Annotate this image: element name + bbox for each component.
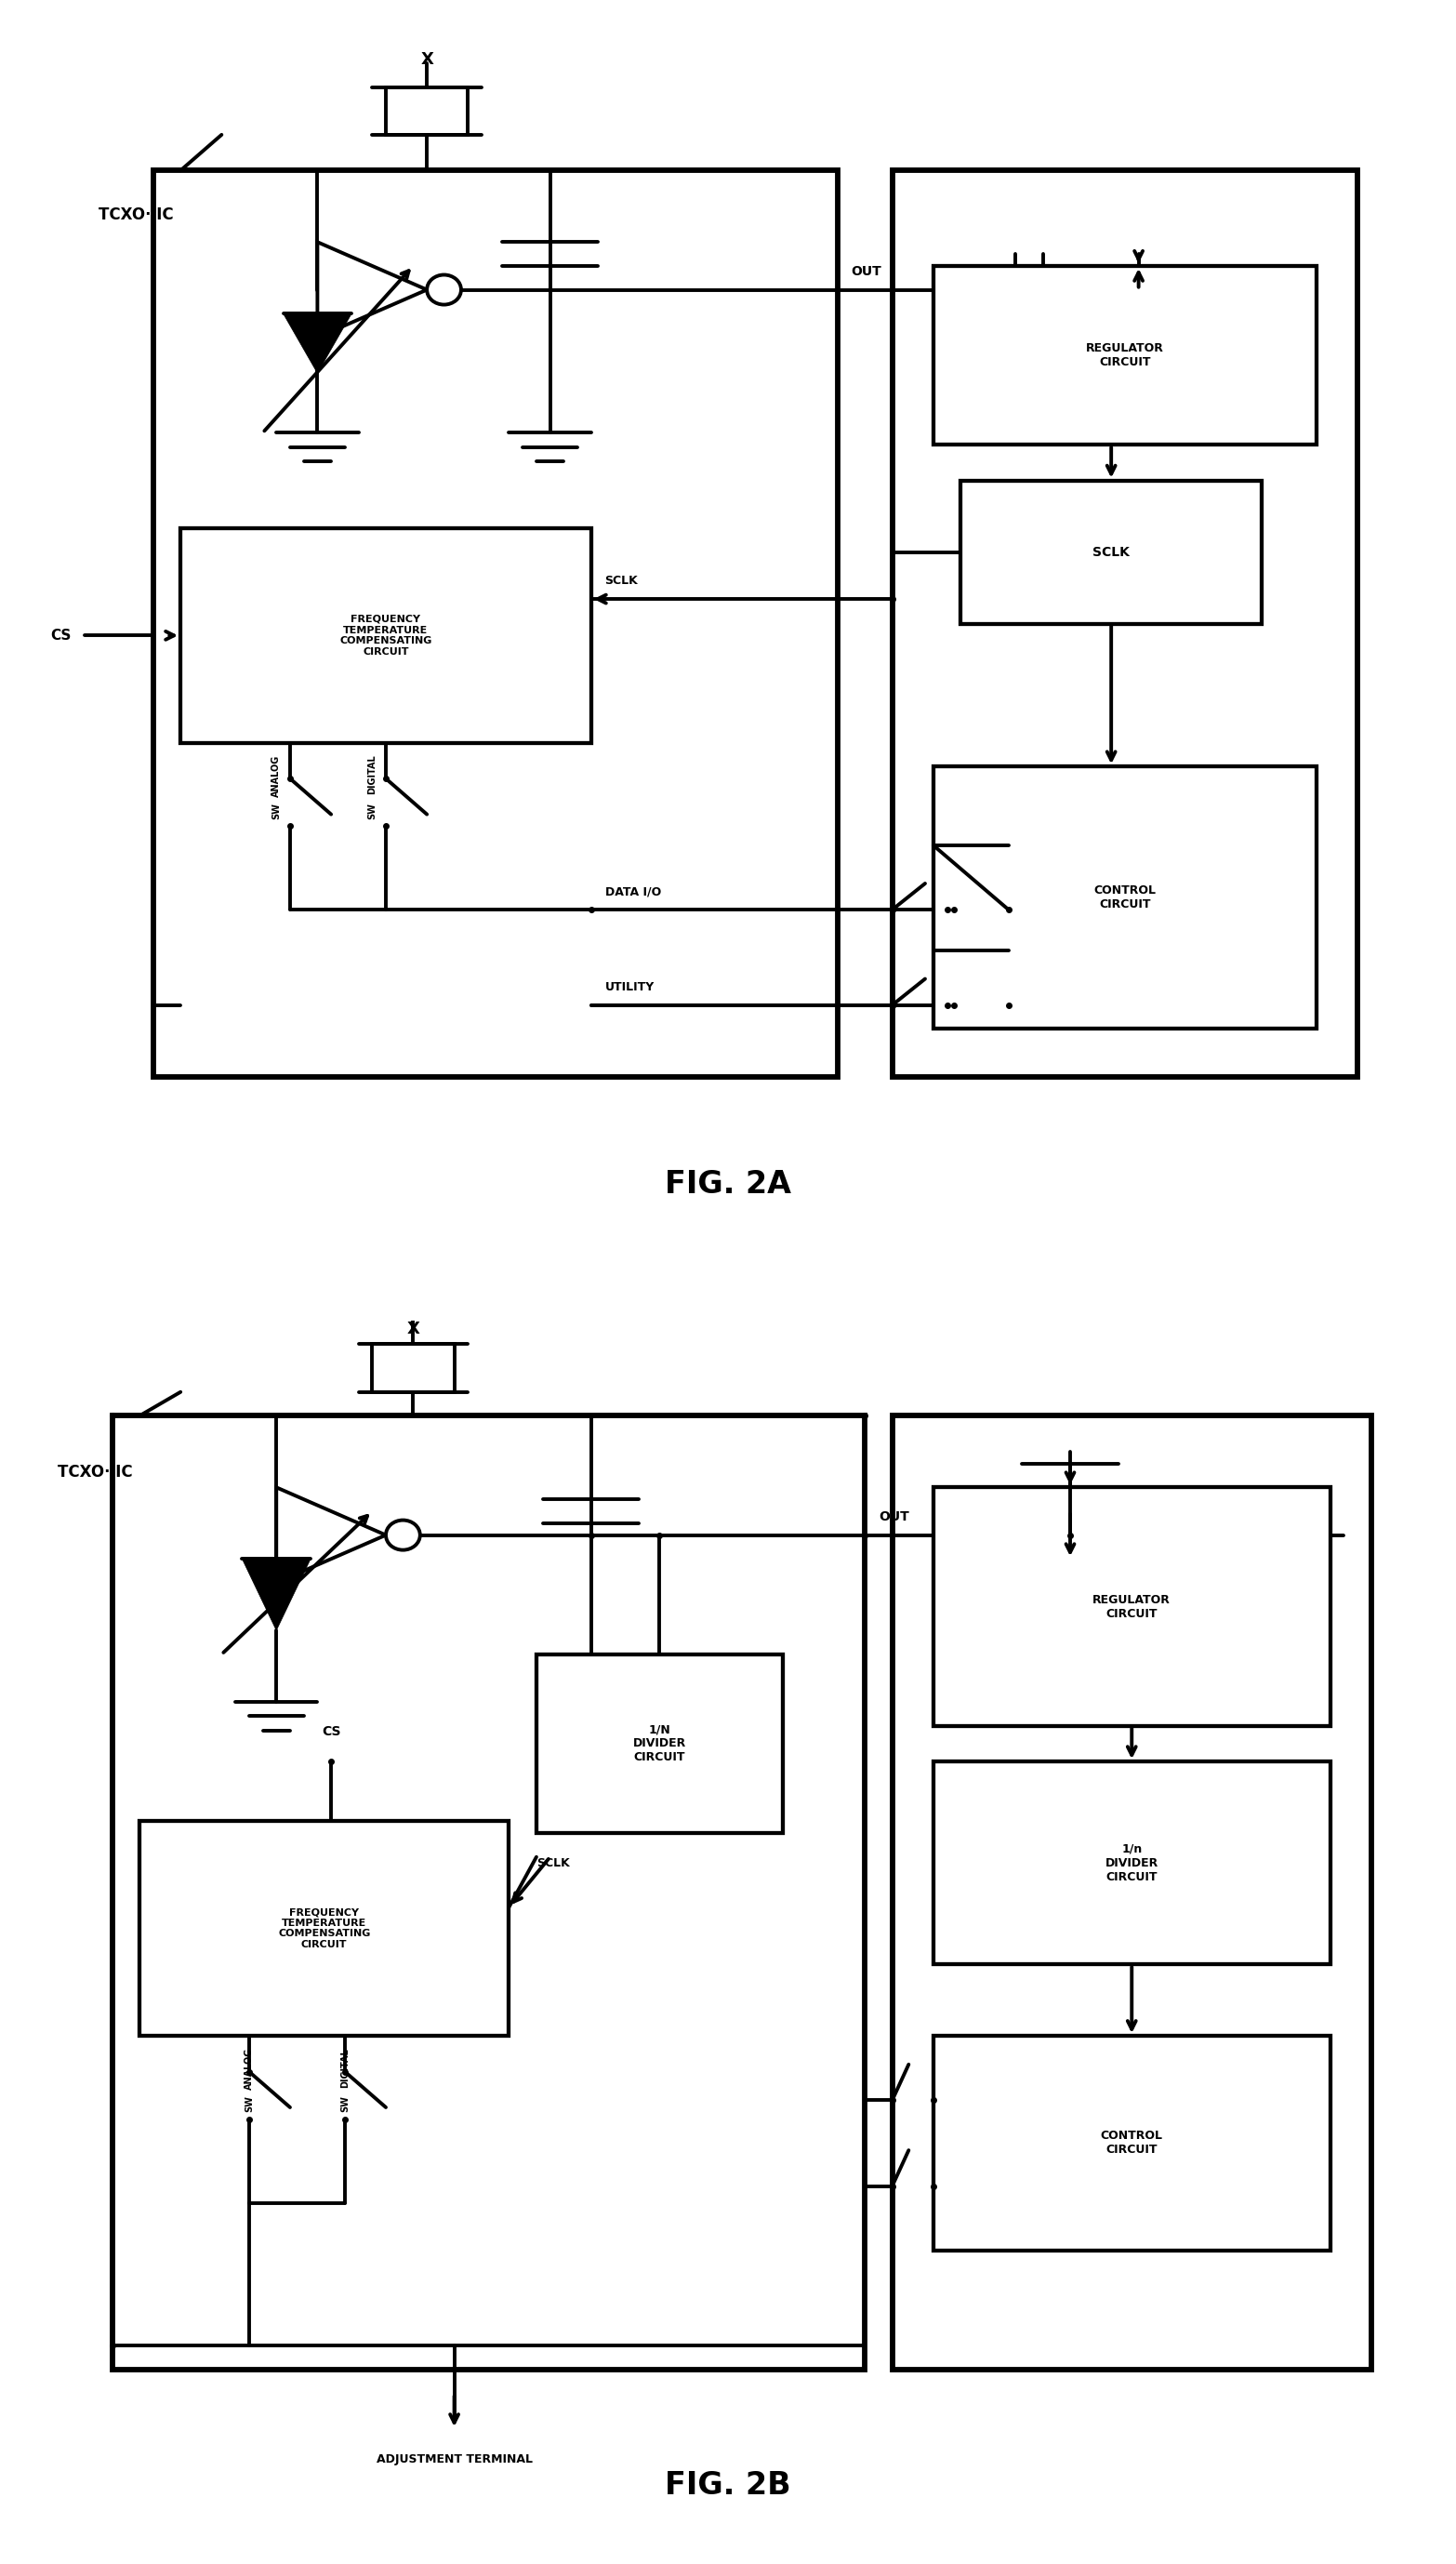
Bar (140, 1820, 510, 2036)
Text: SW: SW (245, 2095, 253, 2113)
Text: FIG. 2A: FIG. 2A (665, 1169, 791, 1200)
Text: ANALOG: ANALOG (245, 2049, 253, 2090)
Polygon shape (242, 1559, 310, 1631)
Text: TCXO· IC: TCXO· IC (57, 1464, 132, 1479)
Bar (893, 169, 1357, 1077)
Text: 1/N
DIVIDER
CIRCUIT: 1/N DIVIDER CIRCUIT (633, 1723, 686, 1764)
Text: REGULATOR
CIRCUIT: REGULATOR CIRCUIT (1086, 341, 1163, 369)
Bar (933, 2036, 1331, 2251)
Text: CONTROL
CIRCUIT: CONTROL CIRCUIT (1093, 885, 1156, 910)
Text: DATA I/O: DATA I/O (604, 885, 661, 897)
Bar (893, 1415, 1372, 2369)
Text: TCXO· IC: TCXO· IC (99, 205, 173, 223)
Text: CS: CS (322, 1726, 341, 1738)
Text: OUT: OUT (852, 264, 882, 277)
Circle shape (427, 274, 462, 305)
Text: SW: SW (367, 803, 377, 818)
Text: CS: CS (51, 628, 71, 644)
Text: SCLK: SCLK (536, 1856, 569, 1869)
Circle shape (386, 1520, 421, 1551)
Text: CONTROL
CIRCUIT: CONTROL CIRCUIT (1101, 2131, 1163, 2156)
Text: SCLK: SCLK (1092, 546, 1130, 559)
Text: SCLK: SCLK (604, 574, 638, 587)
Text: DIGITAL: DIGITAL (341, 2049, 349, 2087)
Polygon shape (282, 313, 352, 374)
Bar (373, 1344, 454, 1392)
Text: ADJUSTMENT TERMINAL: ADJUSTMENT TERMINAL (376, 2454, 533, 2464)
Bar (961, 479, 1262, 623)
Text: OUT: OUT (878, 1510, 909, 1523)
Text: 1/n
DIVIDER
CIRCUIT: 1/n DIVIDER CIRCUIT (1105, 1844, 1159, 1882)
Text: REGULATOR
CIRCUIT: REGULATOR CIRCUIT (1093, 1595, 1171, 1620)
Bar (153, 169, 837, 1077)
Bar (933, 767, 1316, 1028)
Text: SW: SW (341, 2095, 349, 2113)
Bar (933, 267, 1316, 444)
Bar (933, 1487, 1331, 1726)
Bar (386, 87, 467, 136)
Text: FREQUENCY
TEMPERATURE
COMPENSATING
CIRCUIT: FREQUENCY TEMPERATURE COMPENSATING CIRCU… (278, 1908, 370, 1949)
Text: DIGITAL: DIGITAL (367, 754, 377, 795)
Text: X: X (421, 51, 434, 69)
Bar (181, 528, 591, 744)
Bar (933, 1761, 1331, 1964)
Text: SW: SW (272, 803, 281, 818)
Text: FIG. 2B: FIG. 2B (665, 2469, 791, 2500)
Bar (112, 1415, 865, 2369)
Bar (536, 1654, 783, 1833)
Text: FREQUENCY
TEMPERATURE
COMPENSATING
CIRCUIT: FREQUENCY TEMPERATURE COMPENSATING CIRCU… (339, 615, 432, 656)
Text: X: X (406, 1320, 419, 1338)
Text: UTILITY: UTILITY (604, 982, 654, 992)
Text: ANALOG: ANALOG (272, 754, 281, 797)
